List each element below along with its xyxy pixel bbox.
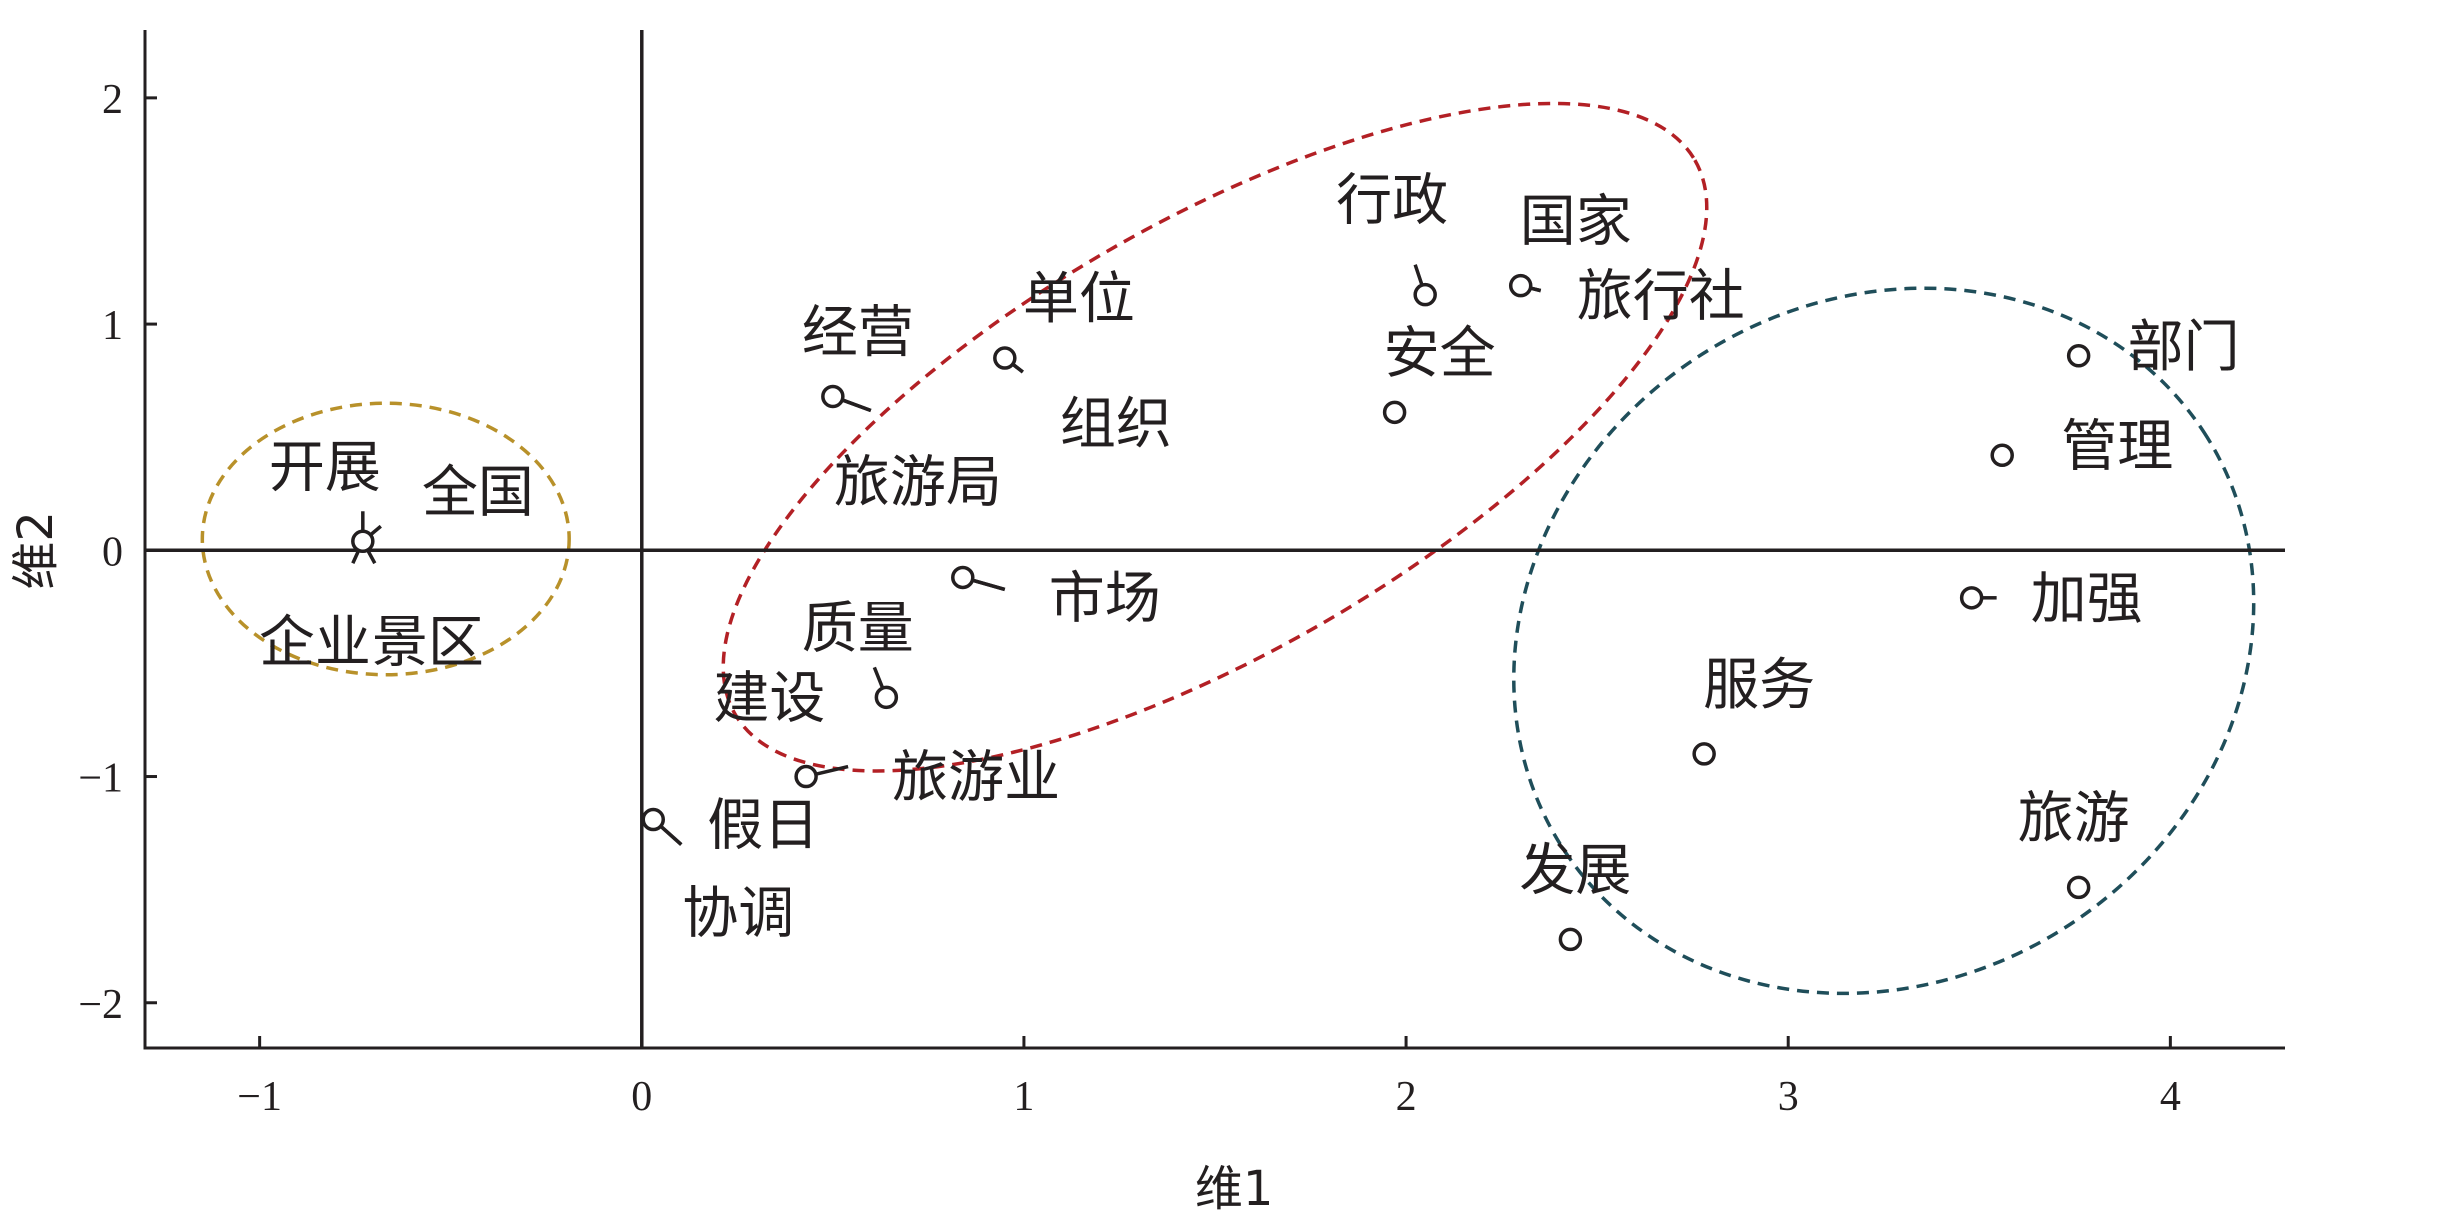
data-marks <box>351 264 2091 952</box>
leader-line <box>369 524 382 537</box>
point-label: 开展 <box>269 435 381 500</box>
leader-line <box>872 666 885 689</box>
point-label: 建设 <box>713 666 825 731</box>
point-label: 旅游 <box>2018 786 2130 851</box>
y-tick-label: 2 <box>102 77 123 123</box>
axis-frame <box>143 30 2285 1050</box>
point-label: 市场 <box>1049 566 1161 631</box>
axes: −1 0 1 2 3 4 −2 −1 0 1 2 维1 维2 <box>8 30 2285 1217</box>
y-axis-title: 维2 <box>8 511 64 590</box>
leader-line <box>971 578 1006 592</box>
leader-line <box>659 824 683 846</box>
leader-line <box>351 549 361 564</box>
cluster-ellipses <box>200 101 2256 996</box>
x-tick-label: 4 <box>2160 1074 2181 1120</box>
point-label: 企业 <box>259 610 371 675</box>
point-label: 旅游局 <box>834 450 1002 515</box>
point-label: 全国 <box>422 460 534 525</box>
data-point <box>1558 927 1583 952</box>
leader-line <box>366 549 377 565</box>
data-point <box>951 565 975 590</box>
data-point <box>874 685 899 710</box>
data-point <box>641 807 665 832</box>
x-tick-label: 3 <box>1778 1074 1799 1120</box>
leader-line <box>1529 286 1542 293</box>
data-point <box>1959 586 1984 610</box>
point-label: 管理 <box>2061 414 2173 479</box>
x-tick-label: 2 <box>1396 1074 1417 1120</box>
data-point <box>2066 875 2091 900</box>
data-point <box>2066 344 2091 368</box>
x-axis-title: 维1 <box>1195 1161 1274 1217</box>
point-label: 服务 <box>1703 653 1815 718</box>
x-tick-label: 0 <box>631 1074 652 1120</box>
leader-line <box>1011 362 1024 374</box>
point-label: 协调 <box>682 882 794 947</box>
data-point <box>1990 443 2014 468</box>
point-label: 部门 <box>2128 315 2240 380</box>
cluster-ellipse-2 <box>721 101 1709 773</box>
cluster-ellipse-1 <box>200 401 571 677</box>
x-tick-label: −1 <box>237 1074 282 1120</box>
point-label: 质量 <box>802 596 914 661</box>
leader-line <box>815 764 849 776</box>
point-label: 行政 <box>1336 169 1448 234</box>
y-tick-label: 1 <box>102 303 123 349</box>
point-label: 旅游业 <box>892 746 1060 811</box>
data-point <box>1508 273 1533 298</box>
y-tick-label: −2 <box>78 982 123 1028</box>
leader-line <box>841 398 872 413</box>
data-point <box>1692 742 1716 766</box>
point-label: 旅行社 <box>1577 265 1745 330</box>
x-tick-label: 1 <box>1013 1074 1034 1120</box>
data-point <box>794 764 818 789</box>
data-point <box>821 384 845 409</box>
y-tick-label: −1 <box>78 756 123 802</box>
point-label: 景区 <box>372 610 484 675</box>
leader-line <box>1413 264 1424 286</box>
point-label: 单位 <box>1023 267 1135 332</box>
point-label: 假日 <box>707 794 819 859</box>
point-label: 发展 <box>1519 838 1631 903</box>
point-label: 经营 <box>802 300 914 365</box>
data-point <box>351 529 375 554</box>
point-label: 安全 <box>1384 321 1496 386</box>
data-point <box>993 346 1017 370</box>
y-tick-label: 0 <box>102 529 123 575</box>
cluster-ellipse-3 <box>1512 286 2256 996</box>
point-label: 加强 <box>2031 567 2143 632</box>
point-label: 组织 <box>1060 392 1172 457</box>
data-point <box>1413 282 1437 307</box>
point-label: 国家 <box>1520 190 1632 255</box>
data-point <box>1382 400 1407 425</box>
